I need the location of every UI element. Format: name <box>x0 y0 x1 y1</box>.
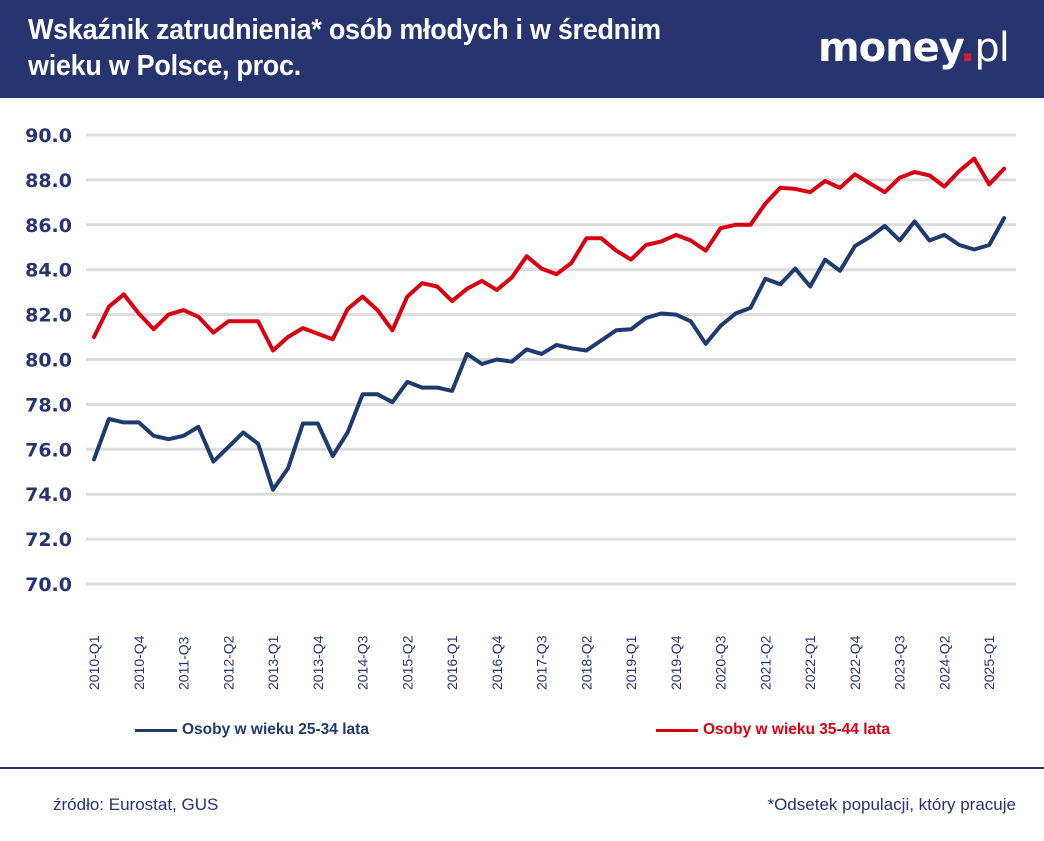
x-tick-label: 2012-Q2 <box>220 635 236 690</box>
x-tick-label: 2016-Q4 <box>489 635 505 690</box>
y-tick-label: 80.0 <box>25 350 72 372</box>
x-tick-label: 2013-Q1 <box>265 635 281 690</box>
header-banner: Wskaźnik zatrudnienia* osób młodych i w … <box>0 0 1044 98</box>
series-line-25-34 <box>92 216 1007 492</box>
chart-title: Wskaźnik zatrudnienia* osób młodych i w … <box>28 14 661 82</box>
x-tick-label: 2023-Q3 <box>892 635 908 690</box>
y-tick-label: 72.0 <box>25 529 72 551</box>
series-lines <box>92 156 1007 492</box>
y-tick-label: 78.0 <box>25 394 72 416</box>
y-tick-label: 90.0 <box>25 125 72 147</box>
logo-main: money <box>818 25 961 71</box>
x-tick-label: 2014-Q3 <box>355 635 371 690</box>
x-tick-label: 2019-Q1 <box>623 635 639 690</box>
y-axis-ticks: 70.0 72.0 74.0 76.0 78.0 80.0 82.0 84.0 86.0 88.0… <box>25 125 72 596</box>
x-tick-label: 2011-Q3 <box>176 636 192 690</box>
legend-swatch-red <box>656 728 698 732</box>
y-tick-label: 70.0 <box>25 574 72 596</box>
x-tick-label: 2021-Q2 <box>757 635 773 690</box>
money-pl-logo: money.pl <box>818 25 1010 71</box>
y-tick-label: 76.0 <box>25 439 72 461</box>
x-tick-label: 2013-Q4 <box>310 635 326 690</box>
y-tick-label: 74.0 <box>25 484 72 506</box>
x-tick-label: 2010-Q4 <box>131 635 147 690</box>
x-tick-label: 2015-Q2 <box>399 635 415 690</box>
x-tick-label: 2017-Q3 <box>534 635 550 690</box>
logo-dot: . <box>960 25 975 71</box>
x-tick-label: 2024-Q2 <box>936 635 952 690</box>
legend-label-25-34: Osoby w wieku 25-34 lata <box>182 721 369 738</box>
footer-divider <box>0 767 1044 769</box>
x-tick-label: 2010-Q1 <box>86 635 102 690</box>
x-axis-ticks: 2010-Q1 2010-Q4 2011-Q3 2012-Q2 2013-Q1 2013-… <box>86 635 997 690</box>
definition-note: *Odsetek populacji, który pracuje <box>767 795 1016 814</box>
y-tick-label: 84.0 <box>25 260 72 282</box>
logo-suffix: pl <box>974 25 1010 71</box>
x-tick-label: 2016-Q1 <box>444 635 460 690</box>
legend-item-35-44: Osoby w wieku 35-44 lata <box>656 720 890 740</box>
legend-label-35-44: Osoby w wieku 35-44 lata <box>703 721 890 738</box>
x-tick-label: 2019-Q4 <box>668 635 684 690</box>
source-note: źródło: Eurostat, GUS <box>53 795 219 814</box>
x-tick-label: 2018-Q2 <box>578 635 594 690</box>
legend-swatch-blue <box>135 728 177 732</box>
x-tick-label: 2025-Q1 <box>981 635 997 690</box>
legend-item-25-34: Osoby w wieku 25-34 lata <box>135 720 369 740</box>
y-tick-label: 86.0 <box>25 215 72 237</box>
y-tick-label: 88.0 <box>25 170 72 192</box>
line-chart: 70.0 72.0 74.0 76.0 78.0 80.0 82.0 84.0 86.0 88.0… <box>25 125 1016 690</box>
x-tick-label: 2020-Q3 <box>713 635 729 690</box>
x-tick-label: 2022-Q1 <box>802 635 818 690</box>
y-tick-label: 82.0 <box>25 305 72 327</box>
gridlines <box>86 133 1016 586</box>
x-tick-label: 2022-Q4 <box>847 635 863 690</box>
series-line-35-44 <box>92 156 1007 353</box>
